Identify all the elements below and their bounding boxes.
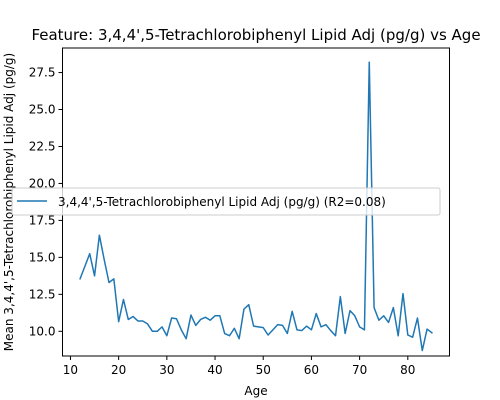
legend: 3,4,4',5-Tetrachlorobiphenyl Lipid Adj (… xyxy=(11,187,441,216)
x-tick-label: 70 xyxy=(352,363,367,377)
legend-box xyxy=(11,187,441,216)
y-axis: 10.0 12.5 15.0 17.5 20.0 22.5 25.0 27.5 xyxy=(29,66,63,338)
x-axis-title: Age xyxy=(244,384,267,398)
x-tick-label: 30 xyxy=(159,363,174,377)
x-axis: 10 20 30 40 50 60 70 80 xyxy=(63,356,415,377)
y-tick-label: 25.0 xyxy=(29,103,56,117)
y-tick-label: 27.5 xyxy=(29,66,56,80)
y-tick-label: 20.0 xyxy=(29,176,56,190)
y-axis-title: Mean 3,4,4',5-Tetrachlorobiphenyl Lipid … xyxy=(2,53,16,351)
y-tick-label: 12.5 xyxy=(29,287,56,301)
x-tick-label: 20 xyxy=(111,363,126,377)
series-line xyxy=(79,61,433,352)
legend-label: 3,4,4',5-Tetrachlorobiphenyl Lipid Adj (… xyxy=(58,195,386,209)
x-tick-label: 50 xyxy=(256,363,271,377)
x-tick-label: 10 xyxy=(63,363,78,377)
x-tick-label: 80 xyxy=(400,363,415,377)
y-tick-label: 22.5 xyxy=(29,139,56,153)
x-tick-label: 60 xyxy=(304,363,319,377)
chart-title: Feature: 3,4,4',5-Tetrachlorobiphenyl Li… xyxy=(31,26,480,44)
plot-area xyxy=(79,61,433,352)
y-tick-label: 10.0 xyxy=(29,324,56,338)
y-tick-label: 17.5 xyxy=(29,213,56,227)
y-tick-label: 15.0 xyxy=(29,250,56,264)
x-tick-label: 40 xyxy=(207,363,222,377)
